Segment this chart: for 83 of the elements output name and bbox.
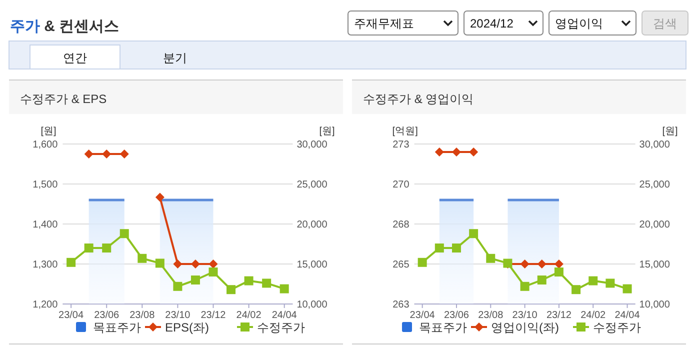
y2-tick-label: 15,000	[639, 260, 670, 270]
point	[155, 258, 164, 268]
x-tick-label: 23/08	[130, 310, 156, 321]
point	[418, 258, 427, 267]
point	[537, 276, 546, 284]
y2-tick-label: 30,000	[296, 140, 328, 150]
y-tick-label: 1,200	[32, 300, 58, 310]
y-tick-label: 273	[392, 140, 410, 150]
text: 주재무제표	[354, 16, 414, 30]
x-tick-label: 23/12	[200, 310, 226, 321]
x-tick-label: 23/10	[165, 310, 191, 321]
x-tick-label: 24/02	[580, 310, 606, 321]
legend-label: 목표주가	[93, 320, 141, 334]
x-tick-label: 24/04	[614, 310, 640, 321]
point	[120, 229, 129, 238]
x-tick-label: 23/12	[546, 310, 572, 321]
y-axis-title: [억원]	[392, 126, 418, 137]
y2-tick-label: 20,000	[296, 220, 328, 230]
y2-tick-label: 30,000	[639, 140, 670, 150]
point	[226, 285, 236, 294]
point	[208, 268, 218, 276]
x-tick-label: 23/06	[444, 310, 470, 321]
point	[572, 285, 581, 294]
text: 주가 & 컨센서스	[10, 18, 120, 35]
text: 분기	[163, 51, 187, 65]
chart-title: 수정주가 & EPS	[20, 92, 107, 106]
point	[434, 244, 444, 252]
x-tick-label: 24/04	[272, 310, 298, 321]
point	[208, 260, 218, 268]
y2-axis-title: [원]	[662, 126, 678, 137]
point	[262, 278, 272, 288]
point	[280, 284, 289, 294]
point	[622, 284, 632, 294]
x-tick-label: 23/08	[478, 310, 504, 321]
y2-tick-label: 20,000	[639, 220, 670, 230]
point	[138, 254, 147, 263]
y-tick-label: 1,300	[32, 260, 58, 270]
legend-label: 목표주가	[419, 320, 467, 334]
point	[486, 254, 496, 263]
legend-label: 영업이익(좌)	[491, 320, 559, 334]
point	[173, 282, 182, 291]
chart-title: 수정주가 & 영업이익	[363, 92, 474, 106]
y-tick-label: 1,500	[32, 180, 58, 190]
point	[469, 229, 478, 238]
point	[66, 258, 76, 267]
point	[120, 150, 129, 158]
text: 검색	[653, 16, 677, 30]
text: 연간	[63, 51, 87, 65]
point	[554, 268, 564, 276]
text: 영업이익	[555, 16, 603, 30]
y-tick-label: 1,400	[32, 220, 58, 230]
y-tick-label: 265	[392, 260, 410, 270]
x-tick-label: 23/06	[94, 310, 120, 321]
y-tick-label: 268	[392, 220, 410, 230]
point	[606, 278, 615, 288]
y2-axis-title: [원]	[319, 126, 335, 137]
point	[520, 282, 530, 291]
y2-tick-label: 10,000	[639, 300, 670, 310]
y-axis-title: [원]	[40, 126, 56, 137]
point	[84, 244, 94, 252]
y2-tick-label: 25,000	[639, 180, 670, 190]
legend-label: 수정주가	[593, 320, 641, 334]
point	[244, 276, 254, 286]
y-tick-label: 263	[392, 300, 410, 310]
point	[452, 244, 461, 252]
legend-label: EPS(좌)	[165, 320, 210, 334]
x-tick-label: 23/04	[58, 310, 84, 321]
y2-tick-label: 15,000	[296, 260, 328, 270]
x-tick-label: 23/10	[512, 310, 538, 321]
x-tick-label: 24/02	[236, 310, 262, 321]
point	[155, 192, 164, 202]
text: 2024/12	[470, 16, 514, 30]
y-tick-label: 270	[392, 180, 410, 190]
point	[84, 150, 94, 158]
x-tick-label: 23/04	[410, 310, 436, 321]
point	[588, 276, 598, 286]
point	[190, 276, 200, 284]
point	[102, 244, 112, 252]
legend-label: 수정주가	[257, 320, 305, 334]
y2-tick-label: 25,000	[296, 180, 328, 190]
point	[173, 260, 182, 268]
y-tick-label: 1,600	[32, 140, 58, 150]
y2-tick-label: 10,000	[296, 300, 328, 310]
